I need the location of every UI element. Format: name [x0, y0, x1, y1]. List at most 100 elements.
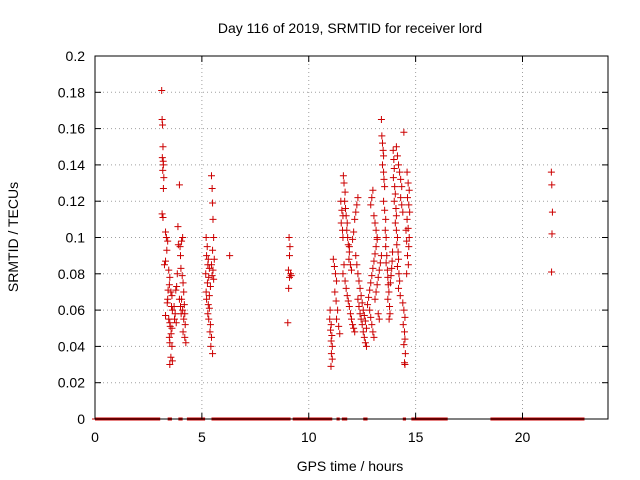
data-point	[352, 208, 360, 216]
data-point	[203, 243, 211, 251]
data-point	[370, 333, 378, 341]
data-point	[367, 313, 375, 321]
data-point	[390, 155, 398, 163]
data-point	[368, 321, 376, 329]
data-point	[341, 197, 349, 205]
data-point	[344, 234, 352, 241]
data-point	[377, 116, 385, 124]
data-point	[339, 172, 347, 180]
data-point	[400, 128, 408, 136]
data-point	[371, 250, 379, 258]
data-point	[162, 312, 170, 320]
data-point	[378, 161, 386, 169]
y-tick-label: 0.08	[58, 266, 85, 282]
data-point	[166, 273, 174, 281]
data-point	[335, 322, 343, 330]
data-point	[384, 295, 392, 303]
data-point	[326, 306, 334, 314]
data-point	[393, 152, 401, 160]
y-tick-label: 0.02	[58, 375, 85, 391]
data-point	[284, 319, 292, 327]
data-point	[285, 284, 293, 292]
data-point	[332, 297, 340, 305]
data-point	[171, 315, 179, 323]
data-point	[327, 362, 335, 370]
data-point	[360, 333, 368, 341]
data-point	[205, 292, 213, 300]
data-point	[403, 168, 411, 176]
data-point	[399, 299, 407, 307]
data-point	[331, 270, 339, 278]
data-point	[370, 212, 378, 220]
data-point	[400, 306, 408, 314]
data-point	[226, 252, 234, 260]
x-tick-label: 20	[515, 429, 531, 445]
data-point	[366, 306, 374, 314]
data-point	[402, 226, 410, 234]
data-point	[159, 143, 167, 151]
data-point	[360, 312, 368, 320]
data-point	[403, 237, 411, 245]
data-point	[209, 199, 217, 207]
data-point	[548, 268, 556, 276]
data-point	[404, 261, 412, 269]
data-point	[179, 234, 187, 241]
data-point	[365, 293, 373, 301]
data-point	[394, 248, 402, 256]
y-tick-label: 0.14	[58, 157, 85, 173]
data-point	[381, 206, 389, 214]
data-point	[158, 210, 166, 218]
data-point	[345, 255, 353, 263]
data-point	[386, 310, 394, 318]
data-point	[405, 243, 413, 251]
data-point	[355, 302, 363, 310]
data-point	[165, 266, 173, 274]
data-point	[342, 212, 350, 220]
y-tick-label: 0	[77, 411, 85, 427]
data-point	[345, 243, 353, 251]
data-point	[160, 261, 168, 269]
data-point	[404, 194, 412, 202]
data-point	[342, 284, 350, 292]
data-point	[375, 315, 383, 323]
data-point	[327, 321, 335, 329]
data-point	[397, 194, 405, 202]
data-point	[340, 261, 348, 269]
data-point	[168, 306, 176, 314]
data-point	[159, 166, 167, 174]
data-point	[405, 201, 413, 209]
data-point	[392, 143, 400, 151]
data-point	[207, 342, 215, 350]
data-point	[548, 208, 556, 216]
data-point	[352, 252, 360, 260]
data-point	[165, 281, 173, 289]
data-point	[382, 234, 390, 241]
data-point	[373, 234, 381, 241]
data-point	[391, 190, 399, 198]
data-point	[385, 288, 393, 296]
data-point	[178, 237, 186, 245]
data-point	[382, 259, 390, 267]
data-point	[401, 361, 409, 369]
data-point	[341, 277, 349, 285]
data-point	[339, 270, 347, 278]
data-point	[327, 337, 335, 345]
data-point	[380, 152, 388, 160]
data-point	[205, 304, 213, 312]
data-point	[364, 301, 372, 309]
data-point	[383, 252, 391, 260]
data-point	[204, 301, 212, 309]
data-point	[326, 315, 334, 323]
data-point	[380, 197, 388, 205]
data-point	[206, 283, 214, 291]
data-point	[159, 214, 167, 222]
data-point	[367, 279, 375, 287]
data-point	[175, 295, 183, 303]
data-point	[179, 328, 187, 336]
data-point	[354, 194, 362, 202]
data-point	[162, 234, 170, 241]
data-point	[177, 302, 184, 310]
data-point	[351, 328, 359, 336]
data-point	[369, 328, 377, 336]
data-point	[338, 206, 346, 214]
